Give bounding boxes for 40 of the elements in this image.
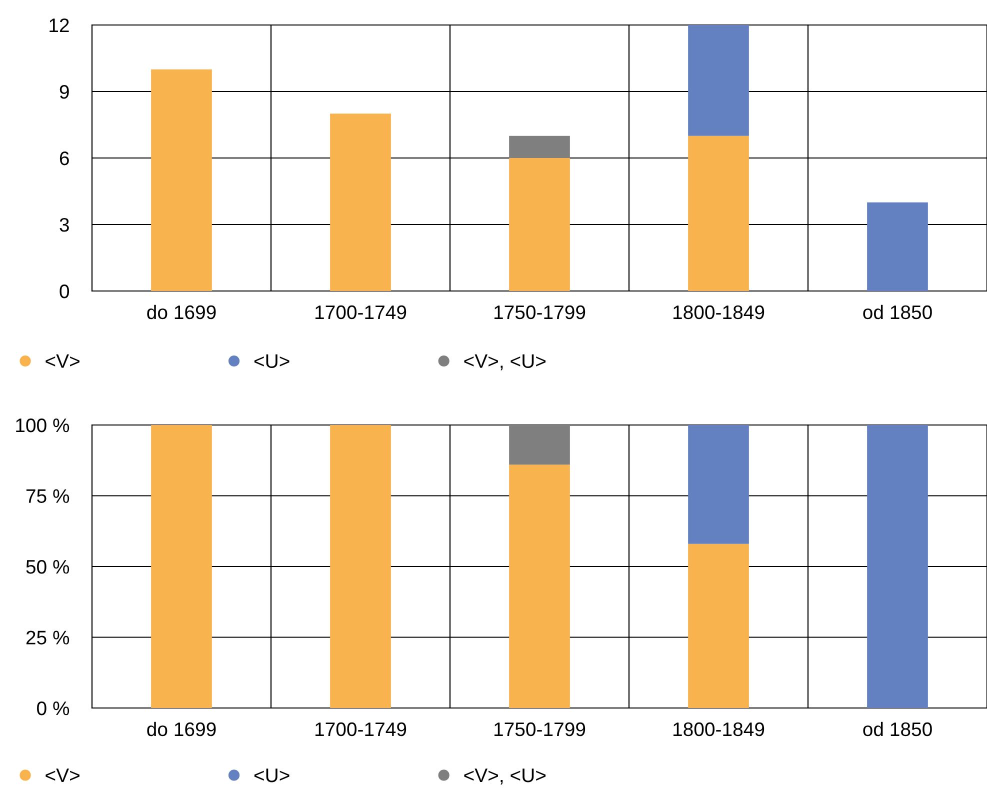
bar bbox=[688, 425, 749, 544]
x-tick-label: 1700-1749 bbox=[315, 305, 406, 320]
bar bbox=[509, 136, 570, 158]
legend-label: <V> bbox=[46, 354, 80, 368]
x-tick-label: do 1699 bbox=[147, 304, 216, 320]
legend-label: <V>, <U> bbox=[464, 354, 546, 370]
y-tick-label: 75 % bbox=[26, 489, 70, 503]
x-tick-label: 1750-1799 bbox=[494, 722, 586, 736]
y-tick-label: 6 bbox=[60, 151, 69, 166]
x-tick-label: 1800-1849 bbox=[673, 722, 764, 736]
bar bbox=[867, 202, 928, 291]
x-tick-label: od 1850 bbox=[863, 722, 932, 736]
bar bbox=[330, 114, 391, 291]
bar bbox=[151, 69, 212, 291]
y-tick-label: 9 bbox=[60, 84, 69, 99]
y-tick-label: 0 % bbox=[37, 701, 70, 716]
bar bbox=[688, 25, 749, 136]
legend-label: <U> bbox=[254, 768, 290, 782]
legend-label: <U> bbox=[254, 354, 290, 368]
y-tick-label: 25 % bbox=[26, 630, 70, 644]
bar bbox=[330, 425, 391, 708]
x-tick-label: 1700-1749 bbox=[315, 722, 406, 736]
legend-label: <V>, <U> bbox=[464, 768, 546, 785]
y-tick-label: 50 % bbox=[26, 560, 70, 574]
y-tick-label: 3 bbox=[60, 218, 69, 232]
x-tick-label: 1800-1849 bbox=[673, 305, 764, 320]
bar bbox=[509, 464, 570, 708]
x-tick-label: 1750-1799 bbox=[494, 305, 586, 320]
y-tick-label: 100 % bbox=[16, 418, 70, 432]
bar bbox=[867, 425, 928, 708]
y-tick-label: 0 bbox=[60, 284, 70, 298]
y-tick-label: 12 bbox=[50, 18, 69, 32]
bar bbox=[688, 544, 749, 708]
bar bbox=[509, 158, 570, 291]
x-tick-label: od 1850 bbox=[863, 304, 932, 320]
legend-label: <V> bbox=[46, 768, 80, 782]
bar bbox=[509, 425, 570, 465]
bar bbox=[688, 136, 749, 291]
bar bbox=[151, 425, 212, 708]
x-tick-label: do 1699 bbox=[147, 722, 216, 736]
